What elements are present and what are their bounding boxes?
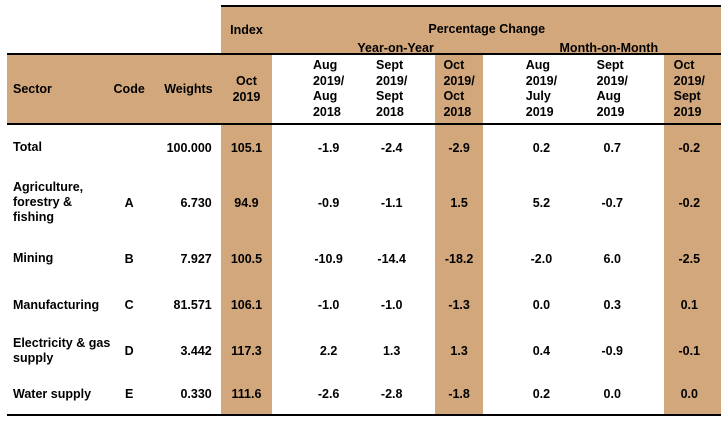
- column-header-row: Sector Code Weights Oct 2019 Aug 2019/ A…: [7, 53, 721, 125]
- sector-cell: Total: [13, 140, 42, 154]
- sector-index-table: Index Percentage Change Year-on-Year Mon…: [7, 5, 721, 416]
- yoy-sept-value-cell: -1.0: [380, 298, 403, 312]
- mom-oct-value-cell: -0.1: [663, 328, 721, 374]
- yoy-aug-value-cell: -1.9: [317, 140, 340, 155]
- sector-cell: Electricity & gas supply: [13, 336, 111, 365]
- index-value-cell: 94.9: [220, 170, 273, 235]
- index-value-cell: 117.3: [220, 328, 273, 374]
- yoy-oct-value-cell: -2.9: [435, 124, 483, 170]
- col-header-yoy-sept-label: Sept 2019/ Sept 2018: [376, 58, 408, 119]
- mom-aug-value-cell: 0.0: [532, 298, 551, 312]
- index-group-header: Index: [220, 5, 273, 54]
- col-header-code: Code: [110, 53, 157, 125]
- table-row-agriculture: Agriculture, forestry & fishing A 6.730 …: [7, 170, 721, 235]
- table-row-electricity-gas: Electricity & gas supply D 3.442 117.3 2…: [7, 328, 721, 374]
- col-header-mom-aug: Aug 2019/ July 2019: [482, 53, 572, 125]
- col-header-yoy-oct-label: Oct 2019/ Oct 2018: [443, 58, 475, 119]
- mom-aug-value-cell: 0.2: [482, 374, 572, 416]
- col-header-yoy-aug: Aug 2019/ Aug 2018: [272, 53, 365, 125]
- yoy-oct-value-cell: -18.2: [435, 235, 483, 282]
- code-cell: E: [110, 374, 157, 416]
- yoy-sept-value-cell: -1.1: [380, 195, 403, 210]
- sector-cell: Agriculture, forestry & fishing: [13, 180, 84, 224]
- yoy-sept-value-cell: -2.4: [380, 140, 403, 155]
- sector-cell: Water supply: [7, 374, 111, 416]
- yoy-aug-value-cell: -2.6: [272, 374, 365, 416]
- mom-aug-value-cell: 0.4: [532, 344, 551, 358]
- col-header-mom-sept: Sept 2019/ Aug 2019: [571, 53, 664, 125]
- code-cell: C: [124, 298, 134, 312]
- weights-cell: 81.571: [173, 298, 212, 312]
- code-cell: D: [124, 344, 134, 358]
- col-header-index-oct-2019: Oct 2019: [220, 53, 273, 125]
- mom-aug-value-cell: 5.2: [532, 195, 551, 210]
- mom-oct-value-cell: 0.1: [663, 282, 721, 328]
- yoy-sept-value-cell: -2.8: [364, 374, 436, 416]
- code-cell: [110, 124, 156, 170]
- weights-cell: 3.442: [180, 344, 212, 358]
- group-header-spacer: [7, 6, 221, 54]
- weights-cell: 6.730: [180, 195, 212, 210]
- col-header-mom-sept-label: Sept 2019/ Aug 2019: [596, 58, 628, 119]
- col-header-mom-oct: Oct 2019/ Sept 2019: [663, 53, 721, 125]
- yoy-aug-value-cell: -1.0: [317, 298, 340, 312]
- yoy-oct-value-cell: -1.8: [435, 374, 483, 416]
- sector-cell: Manufacturing: [13, 297, 100, 312]
- index-value-cell: 105.1: [220, 124, 273, 170]
- mom-oct-value-cell: 0.0: [663, 374, 721, 416]
- table-row-manufacturing: Manufacturing C 81.571 106.1 -1.0 -1.0 -…: [7, 282, 721, 328]
- col-header-mom-oct-label: Oct 2019/ Sept 2019: [673, 58, 705, 119]
- sector-cell: Mining: [13, 251, 54, 265]
- weights-cell: 0.330: [156, 374, 221, 416]
- group-header-row: Index Percentage Change Year-on-Year Mon…: [7, 5, 721, 55]
- code-cell: A: [124, 195, 134, 210]
- mom-oct-value-cell: -0.2: [663, 170, 721, 235]
- index-value-cell: 100.5: [220, 235, 273, 282]
- month-on-month-subheader: Month-on-Month: [559, 41, 659, 55]
- yoy-oct-value-cell: 1.3: [435, 328, 483, 374]
- weights-cell: 100.000: [166, 140, 212, 155]
- mom-sept-value-cell: -0.7: [601, 195, 624, 210]
- table-row-water-supply: Water supply E 0.330 111.6 -2.6 -2.8 -1.…: [7, 374, 721, 416]
- col-header-yoy-sept: Sept 2019/ Sept 2018: [364, 53, 436, 125]
- yoy-aug-value-cell: -10.9: [314, 251, 343, 266]
- mom-sept-value-cell: -0.9: [601, 344, 624, 358]
- col-header-yoy-oct: Oct 2019/ Oct 2018: [435, 53, 483, 125]
- yoy-sept-value-cell: -14.4: [377, 251, 406, 266]
- mom-sept-value-cell: 0.3: [603, 298, 621, 312]
- code-cell: B: [124, 251, 134, 266]
- yoy-sept-value-cell: 1.3: [382, 344, 401, 358]
- mom-sept-value-cell: 0.0: [571, 374, 664, 416]
- mom-oct-value-cell: -2.5: [663, 235, 721, 282]
- yoy-aug-value-cell: -0.9: [317, 195, 340, 210]
- mom-aug-value-cell: 0.2: [532, 140, 551, 155]
- mom-aug-value-cell: -2.0: [530, 251, 553, 266]
- col-header-sector: Sector: [7, 53, 111, 125]
- yoy-oct-value-cell: -1.3: [435, 282, 483, 328]
- table-row-mining: Mining B 7.927 100.5 -10.9 -14.4 -18.2 -…: [7, 235, 721, 282]
- mom-sept-value-cell: 0.7: [603, 140, 621, 155]
- col-header-mom-aug-label: Aug 2019/ July 2019: [525, 58, 558, 119]
- col-header-weights: Weights: [156, 53, 221, 125]
- percentage-change-group-header-cell: Percentage Change Year-on-Year Month-on-…: [272, 5, 721, 55]
- index-value-cell: 106.1: [220, 282, 273, 328]
- table-row-total: Total 100.000 105.1 -1.9 -2.4 -2.9 0.2 0…: [7, 124, 721, 170]
- col-header-yoy-aug-label: Aug 2019/ Aug 2018: [312, 58, 345, 119]
- index-value-cell: 111.6: [220, 374, 273, 416]
- percentage-change-label: Percentage Change: [428, 22, 546, 36]
- mom-oct-value-cell: -0.2: [663, 124, 721, 170]
- mom-sept-value-cell: 6.0: [603, 251, 621, 266]
- weights-cell: 7.927: [180, 251, 212, 266]
- yoy-oct-value-cell: 1.5: [435, 170, 483, 235]
- year-on-year-subheader: Year-on-Year: [357, 41, 434, 55]
- yoy-aug-value-cell: 2.2: [319, 344, 338, 358]
